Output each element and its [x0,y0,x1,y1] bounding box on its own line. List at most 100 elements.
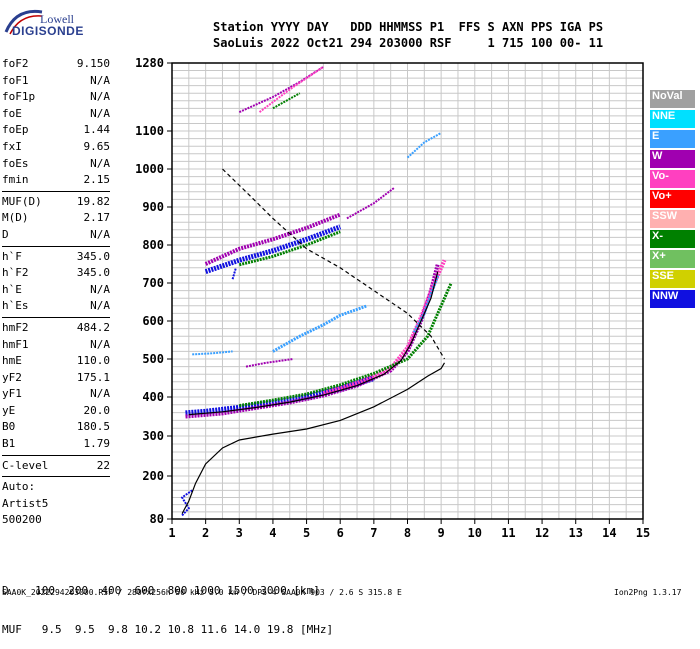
param-label: B0 [2,420,16,434]
header-values: SaoLuis 2022 Oct21 294 203000 RSF 1 715 … [213,36,604,50]
param-row: yF2 175.1 [2,370,110,387]
param-row: hmF1 N/A [2,337,110,354]
profile-curve [222,168,446,360]
y-tick-label: 200 [142,469,164,483]
ionogram-chart: 1 2 3 4 5 6 7 8 9 10 11 12 13 14 158020030040050060070… [135,56,650,540]
param-separator [2,190,110,192]
muf-frequency-row: MUF 9.5 9.5 9.8 10.2 10.8 11.6 14.0 19.8… [2,623,334,636]
y-tick-label: 900 [142,200,164,214]
x-tick-label: 13 [568,526,582,540]
param-label: yE [2,403,16,417]
param-value: 20.0 [83,403,111,417]
param-row: M(D) 2.17 [2,210,110,227]
param-value: N/A [90,227,110,241]
y-tick-label: 80 [150,512,164,526]
param-label: hmF2 [2,320,29,334]
header-labels: Station YYYY DAY DDD HHMMSS P1 FFS S AXN… [213,20,604,34]
footer-version: Ion2Png 1.3.17 [614,588,682,597]
echo-trace [204,212,341,266]
param-value: 1.79 [83,437,111,451]
param-value: N/A [90,387,110,401]
echo-trace [204,224,342,274]
logo-digisonde: DIGISONDE [12,24,84,38]
param-value: 175.1 [76,370,110,384]
param-value: 9.65 [83,139,111,153]
param-label: h`E [2,282,22,296]
y-tick-label: 700 [142,276,164,290]
param-label: foF2 [2,57,29,70]
param-row: B1 1.79 [2,436,110,453]
parameter-list: foF2 9.150 foF1 N/A foF1p N/A foE N/A foEp 1.44 fx… [2,56,110,529]
param-label: hmF1 [2,337,29,351]
param-label: foEs [2,156,29,170]
legend-item: NNW [650,290,695,308]
echo-trace [231,267,237,280]
param-label: foE [2,106,22,120]
param-row: h`F2 345.0 [2,265,110,282]
x-tick-label: 6 [337,526,344,540]
param-label: yF1 [2,387,22,401]
param-value: 345.0 [76,266,110,280]
legend-item: E [650,130,695,148]
legend-item: SSW [650,210,695,228]
profile-curve [188,271,439,416]
param-label: Auto: [2,480,36,494]
param-value: 9.150 [76,57,110,70]
param-row: foF1p N/A [2,89,110,106]
param-label: B1 [2,437,16,451]
param-value: N/A [90,299,110,313]
param-row: yF1 N/A [2,386,110,403]
param-value: 22 [96,458,110,472]
param-label: foEp [2,123,29,137]
param-row: foF2 9.150 [2,56,110,73]
echo-trace [258,65,324,113]
param-label: hmE [2,354,22,368]
param-value: 110.0 [76,354,110,368]
legend-item: Vo- [650,170,695,188]
echo-trace [346,187,395,220]
x-tick-label: 10 [468,526,482,540]
y-tick-label: 600 [142,314,164,328]
y-tick-label: 800 [142,238,164,252]
param-value: N/A [90,90,110,104]
param-label: fmin [2,173,29,187]
param-row: MUF(D) 19.82 [2,194,110,211]
y-tick-label: 300 [142,429,164,443]
x-tick-label: 8 [404,526,411,540]
x-tick-label: 9 [438,526,445,540]
muf-distance-row: D 100 200 400 600 800 1000 1500 3000 [km… [2,584,320,597]
param-row: 500200 [2,512,110,529]
param-label: fxI [2,139,22,153]
param-separator [2,316,110,318]
y-tick-label: 1000 [135,162,164,176]
param-row: foE N/A [2,106,110,123]
param-value: 345.0 [76,249,110,263]
profile-curve [181,362,446,514]
param-value: 180.5 [76,420,110,434]
param-separator [2,245,110,247]
param-row: Artist5 [2,496,110,513]
x-tick-label: 14 [602,526,616,540]
param-row: foEs N/A [2,156,110,173]
param-row: h`E N/A [2,282,110,299]
legend-item: X- [650,230,695,248]
param-value: 484.2 [76,320,110,334]
x-tick-label: 3 [236,526,243,540]
param-value: 2.15 [83,173,111,187]
chart-axes: 1 2 3 4 5 6 7 8 9 10 11 12 13 14 158020030040050060070… [135,56,650,540]
param-label: M(D) [2,211,29,225]
param-row: B0 180.5 [2,419,110,436]
param-label: yF2 [2,370,22,384]
legend-item: SSE [650,270,695,288]
param-value: N/A [90,73,110,87]
echo-trace [245,358,294,368]
x-tick-label: 4 [269,526,276,540]
x-tick-label: 11 [501,526,515,540]
y-tick-label: 1280 [135,56,164,70]
param-label: foF1 [2,73,29,87]
param-label: MUF(D) [2,194,42,208]
x-tick-label: 15 [636,526,650,540]
echo-trace [272,304,368,353]
param-value: N/A [90,156,110,170]
logo-lowell: Lowell [40,12,74,26]
